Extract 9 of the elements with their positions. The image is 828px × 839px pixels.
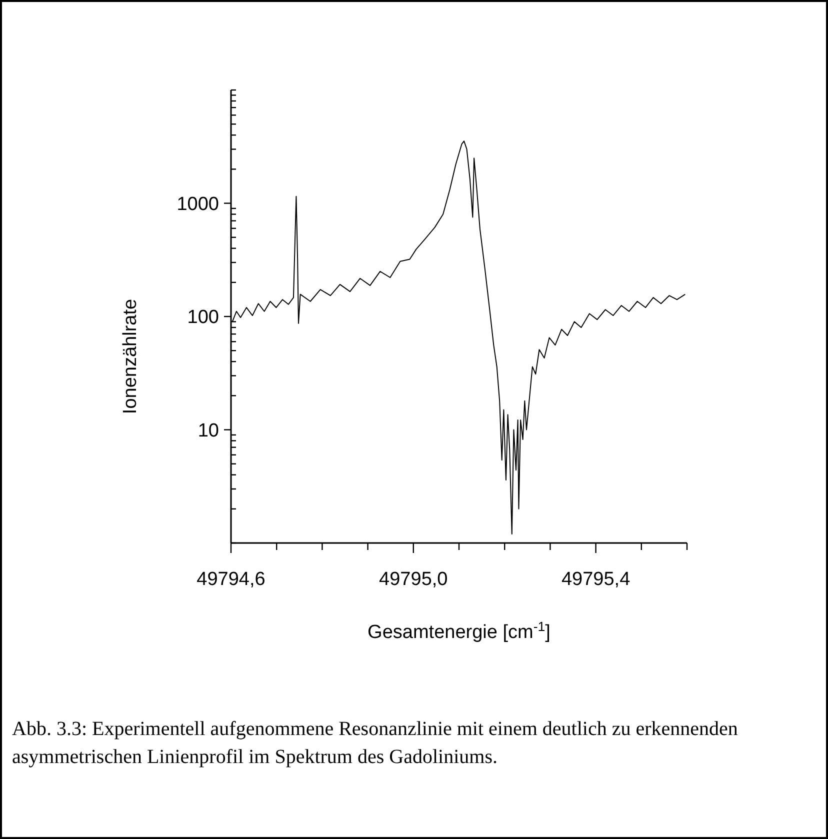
x-axis-title: Gesamtenergie [cm$^{-1}$]: [368, 618, 550, 643]
y-tick-label: 100: [187, 307, 219, 328]
x-tick-label: 49795,4: [561, 569, 631, 590]
x-tick-label: 49794,6: [196, 569, 266, 590]
caption: Abb. 3.3: Experimentell aufgenommene Resonanzlinie mit einem deutlich zu erkennenden asymmetrischen Linienprofil im Spektrum des Gadoliniums.: [12, 718, 738, 768]
y-tick-label: 1000: [176, 194, 219, 215]
y-tick-label: 10: [198, 420, 219, 442]
x-tick-label: 49795,0: [379, 569, 448, 590]
y-axis-title: Ionenzählrate: [120, 298, 141, 414]
